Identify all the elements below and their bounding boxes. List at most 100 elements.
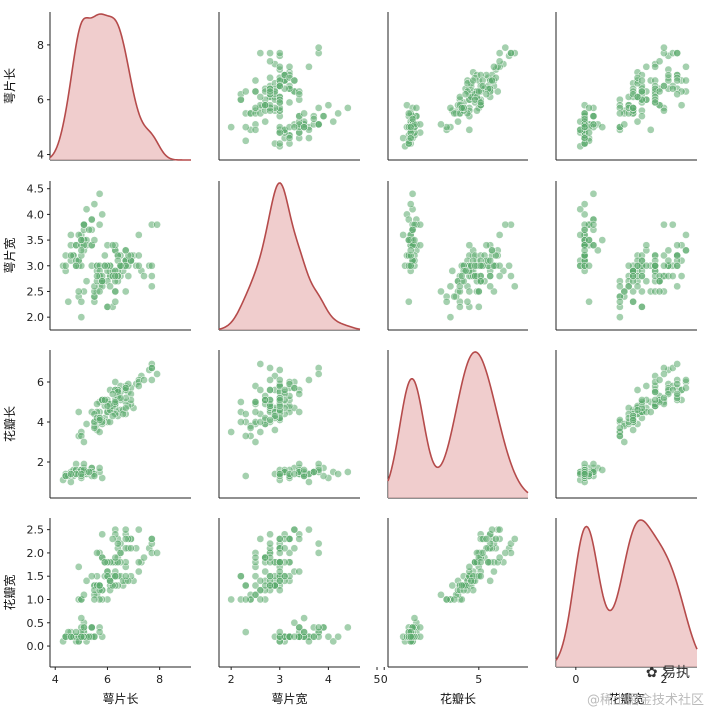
scatter-point <box>290 384 299 392</box>
scatter-point <box>495 261 504 270</box>
scatter-point <box>598 236 607 244</box>
scatter-point <box>474 287 483 296</box>
scatter-point <box>682 231 690 239</box>
scatter-point <box>448 267 457 275</box>
scatter-point <box>116 549 125 557</box>
scatter-point <box>463 297 472 306</box>
watermark-site: @稀土掘金技术社区 <box>586 693 704 708</box>
scatter-point <box>67 470 75 478</box>
scatter-point <box>251 126 260 134</box>
scatter-point <box>275 535 284 543</box>
scatter-point <box>490 567 498 576</box>
scatter-point <box>251 590 260 599</box>
scatter-point <box>108 390 117 398</box>
scatter-point <box>67 251 75 260</box>
scatter-point <box>314 549 323 557</box>
scatter-point <box>108 241 117 250</box>
scatter-point <box>580 123 589 131</box>
scatter-point <box>100 396 109 404</box>
x-tick-label: 3 <box>276 673 283 686</box>
scatter-point <box>300 109 308 118</box>
scatter-point <box>488 76 496 85</box>
scatter-point <box>300 628 308 636</box>
scatter-point <box>589 189 598 198</box>
scatter-point <box>655 287 664 296</box>
scatter-point <box>629 416 637 424</box>
scatter-point <box>493 87 502 96</box>
scatter-point <box>314 43 323 52</box>
scatter-point <box>275 628 284 636</box>
scatter-point <box>314 120 323 129</box>
scatter-point <box>510 535 519 543</box>
scatter-point <box>343 623 352 632</box>
scatter-point <box>134 525 143 534</box>
scatter-point <box>406 200 415 208</box>
scatter-point <box>660 106 668 115</box>
scatter-point <box>64 297 73 306</box>
scatter-point <box>410 236 419 244</box>
scatter-point <box>227 428 236 436</box>
scatter-point <box>251 408 260 416</box>
scatter-point <box>95 464 104 472</box>
scatter-point <box>677 272 686 280</box>
scatter-point <box>486 282 495 291</box>
scatter-point <box>140 553 148 562</box>
scatter-point <box>241 581 250 590</box>
scatter-point <box>673 241 682 250</box>
scatter-point <box>147 261 156 270</box>
y-tick-label: 3.0 <box>27 260 45 273</box>
scatter-point <box>673 90 682 99</box>
scatter-point <box>106 282 114 291</box>
scatter-point <box>261 553 270 562</box>
scatter-point <box>457 104 466 112</box>
scatter-point <box>275 577 284 585</box>
scatter-point <box>266 376 274 384</box>
scatter-point <box>300 614 308 622</box>
scatter-point <box>266 581 274 590</box>
scatter-point <box>319 112 328 121</box>
scatter-point <box>488 246 496 255</box>
scatter-point <box>108 535 117 543</box>
scatter-point <box>305 525 313 534</box>
x-axis-label: 花瓣宽 <box>608 691 644 706</box>
scatter-point <box>116 394 125 402</box>
y-tick-label: 3.5 <box>27 234 45 247</box>
scatter-point <box>324 632 333 641</box>
scatter-point <box>651 261 659 270</box>
scatter-point <box>495 525 504 534</box>
scatter-point <box>585 104 593 112</box>
scatter-point <box>501 220 510 229</box>
scatter-point <box>67 231 75 239</box>
scatter-point <box>111 272 120 280</box>
scatter-point <box>598 466 607 474</box>
x-axis-label: 花瓣长 <box>440 691 476 706</box>
scatter-point <box>673 49 682 57</box>
y-tick-label: 1.0 <box>27 593 45 606</box>
scatter-point <box>638 112 646 121</box>
scatter-point <box>82 577 91 585</box>
scatter-point <box>147 376 156 384</box>
scatter-point <box>80 590 88 599</box>
scatter-point <box>95 287 104 296</box>
scatter-point <box>140 376 148 384</box>
y-axis-label: 萼片长 <box>3 68 17 104</box>
scatter-point <box>275 470 284 478</box>
scatter-point <box>437 120 445 129</box>
scatter-point <box>275 549 284 557</box>
scatter-point <box>677 101 686 110</box>
scatter-point <box>448 581 457 590</box>
scatter-point <box>251 581 260 590</box>
scatter-point <box>629 287 637 296</box>
scatter-point <box>660 82 668 90</box>
scatter-point <box>668 220 677 229</box>
scatter-point <box>77 297 86 306</box>
scatter-point <box>90 200 99 208</box>
scatter-point <box>290 618 299 627</box>
scatter-point <box>585 236 593 244</box>
scatter-point <box>241 123 250 131</box>
scatter-point <box>266 106 274 115</box>
scatter-point <box>629 272 637 280</box>
x-tick-label: 0 <box>381 673 388 686</box>
scatter-point <box>305 478 313 486</box>
scatter-point <box>261 396 270 404</box>
